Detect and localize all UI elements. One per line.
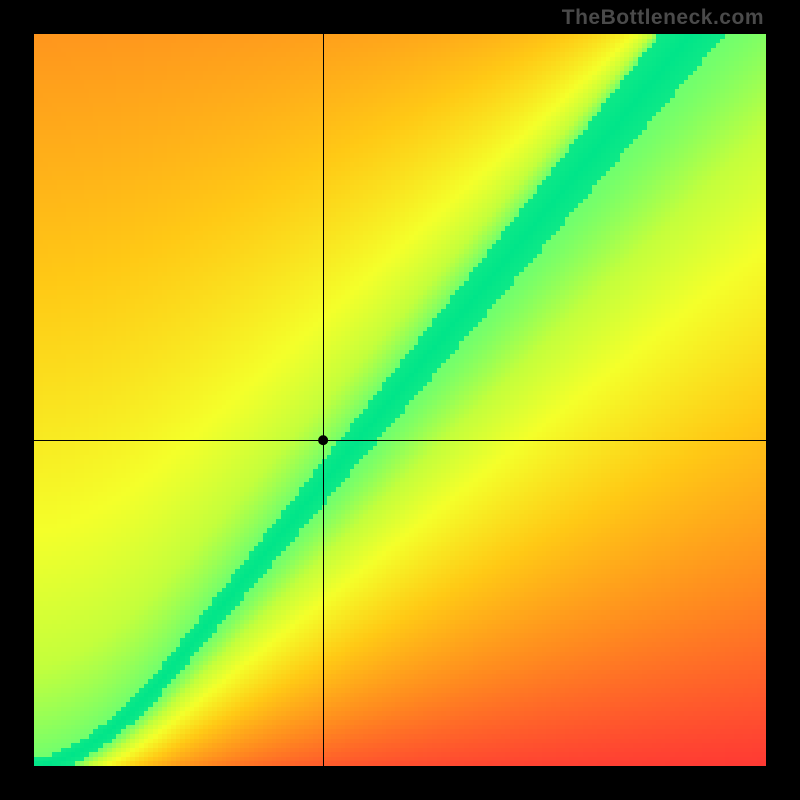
bottleneck-heatmap <box>34 34 766 766</box>
watermark-text: TheBottleneck.com <box>562 6 764 30</box>
chart-container: TheBottleneck.com <box>0 0 800 800</box>
